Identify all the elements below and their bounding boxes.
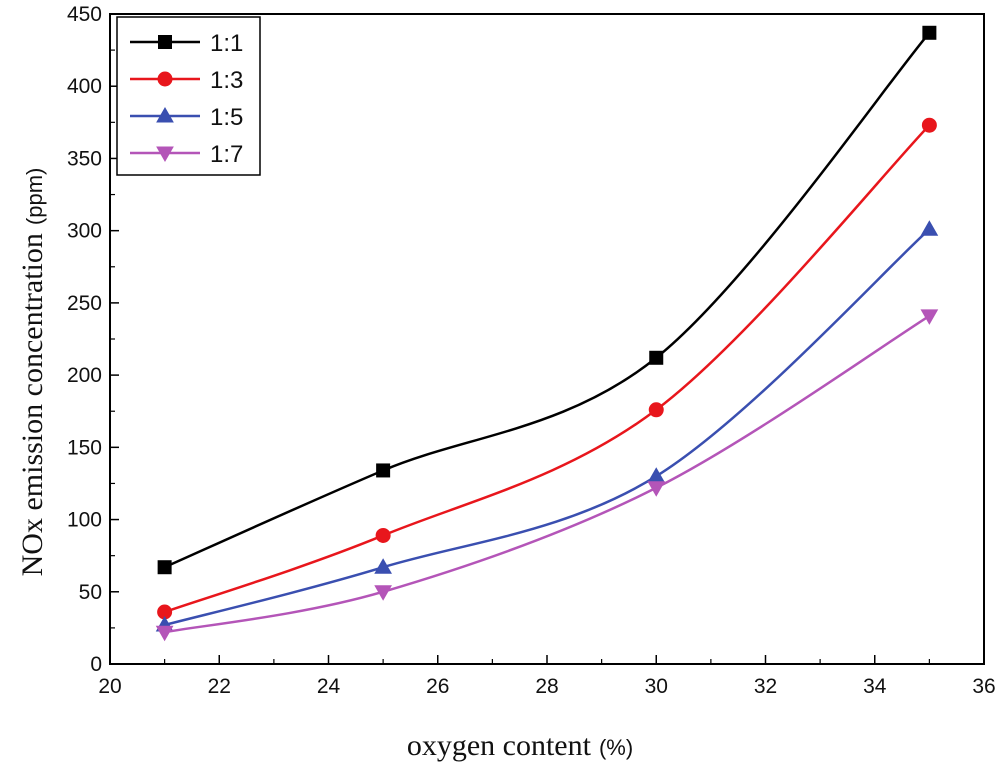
data-point bbox=[922, 25, 937, 40]
data-point bbox=[647, 467, 666, 483]
x-axis-title: oxygen content (%) bbox=[407, 729, 633, 762]
y-axis-title: NOx emission concentration (ppm) bbox=[16, 168, 49, 577]
y-axis-title-text: NOx emission concentration bbox=[16, 233, 49, 576]
legend-label: 1:3 bbox=[210, 67, 243, 94]
data-point bbox=[374, 558, 392, 574]
series-1-7 bbox=[155, 309, 939, 642]
y-tick-label: 300 bbox=[67, 220, 102, 243]
x-tick-label: 24 bbox=[317, 675, 341, 698]
legend-item: 1:5 bbox=[130, 104, 243, 131]
x-tick-label: 36 bbox=[972, 675, 995, 698]
x-tick-label: 20 bbox=[98, 675, 121, 698]
legend-marker bbox=[158, 35, 172, 49]
x-tick-label: 26 bbox=[426, 675, 449, 698]
y-tick-label: 100 bbox=[67, 509, 102, 532]
axis-ticks: 20 22 24 26 28 30 32 34 36 0 50 100 150 200 250 300 350 4… bbox=[67, 3, 996, 698]
series-line bbox=[164, 314, 931, 634]
data-point bbox=[649, 350, 664, 365]
legend-item: 1:3 bbox=[130, 67, 243, 94]
y-tick-label: 250 bbox=[67, 292, 102, 315]
legend-label: 1:7 bbox=[210, 141, 243, 168]
y-tick-label: 50 bbox=[79, 581, 102, 604]
data-point bbox=[376, 463, 391, 478]
series-1-3 bbox=[157, 117, 937, 620]
x-tick-label: 32 bbox=[754, 675, 777, 698]
y-tick-label: 450 bbox=[67, 3, 102, 26]
data-point bbox=[375, 527, 391, 543]
data-point bbox=[647, 481, 666, 497]
x-tick-label: 22 bbox=[208, 675, 231, 698]
series-line bbox=[164, 124, 931, 614]
legend-label: 1:1 bbox=[210, 30, 243, 57]
series-line bbox=[164, 228, 931, 627]
x-tick-label: 28 bbox=[535, 675, 558, 698]
y-tick-label: 350 bbox=[67, 147, 102, 170]
series-layer bbox=[155, 25, 939, 642]
data-point bbox=[155, 625, 174, 642]
legend-item: 1:7 bbox=[130, 141, 243, 168]
legend-box bbox=[116, 16, 261, 176]
legend-items: 1:1 1:3 1:5 1:7 bbox=[130, 30, 243, 168]
y-tick-label: 150 bbox=[67, 436, 102, 459]
data-point bbox=[920, 220, 939, 236]
data-point bbox=[920, 309, 939, 325]
data-point bbox=[648, 402, 664, 418]
y-tick-label: 200 bbox=[67, 364, 102, 387]
y-tick-label: 400 bbox=[67, 75, 102, 98]
legend-marker bbox=[156, 106, 174, 123]
data-point bbox=[157, 560, 172, 575]
data-point bbox=[921, 117, 937, 133]
y-axis-title-unit: (ppm) bbox=[22, 168, 47, 225]
data-point bbox=[374, 585, 392, 601]
x-axis-title-unit: (%) bbox=[599, 735, 633, 760]
x-tick-label: 30 bbox=[645, 675, 668, 698]
series-line bbox=[164, 31, 931, 569]
legend: 1:1 1:3 1:5 1:7 bbox=[116, 16, 261, 176]
series-1-1 bbox=[157, 25, 937, 575]
y-tick-label: 0 bbox=[90, 653, 102, 676]
legend-marker bbox=[157, 71, 173, 87]
x-axis-title-text: oxygen content bbox=[407, 729, 592, 762]
legend-marker bbox=[156, 146, 174, 163]
legend-item: 1:1 bbox=[130, 30, 243, 57]
legend-label: 1:5 bbox=[210, 104, 243, 131]
x-tick-label: 34 bbox=[863, 675, 887, 698]
series-1-5 bbox=[155, 220, 939, 632]
